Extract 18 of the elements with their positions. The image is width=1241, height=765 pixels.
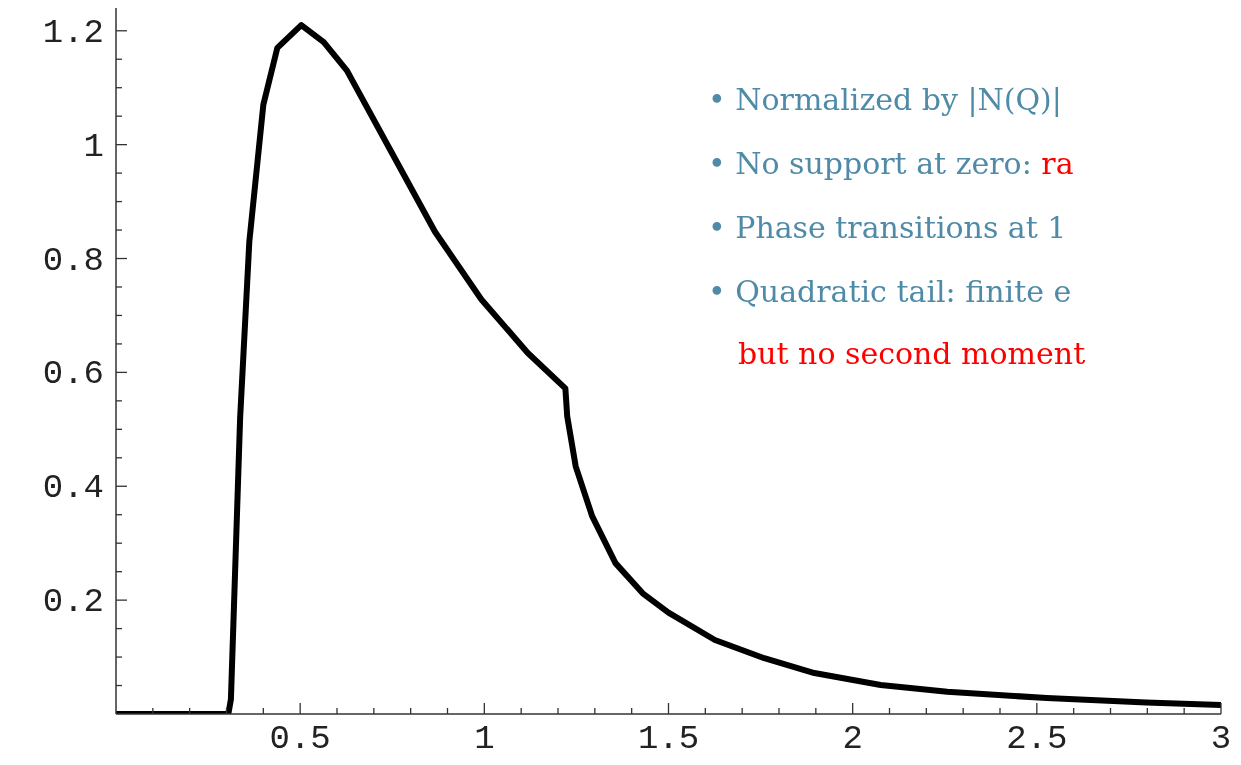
y-tick-label: 0.2 <box>42 583 104 622</box>
y-tick-label: 1.2 <box>42 13 104 52</box>
x-tick-label: 1.5 <box>637 720 700 758</box>
x-tick-label: 3 <box>1210 720 1232 758</box>
y-tick-label: 0.6 <box>42 355 104 394</box>
annotation: • Phase transitions at 1 <box>708 210 1067 245</box>
annotation: ra <box>1031 146 1074 181</box>
annotation: • No support at zero: <box>708 146 1032 181</box>
x-tick-label: 2.5 <box>1006 720 1068 758</box>
y-tick-label: 0.4 <box>42 469 104 508</box>
x-tick-label: 0.5 <box>269 720 331 758</box>
y-tick-label: 0.8 <box>42 241 104 280</box>
x-tick-label: 2 <box>842 720 863 758</box>
annotation: • Normalized by |N(Q)| <box>708 82 1062 117</box>
annotation: • Quadratic tail: finite e <box>708 274 1072 309</box>
annotation: but no second moment <box>738 336 1086 371</box>
x-tick-label: 1 <box>474 720 495 758</box>
y-tick-label: 1 <box>83 127 104 166</box>
